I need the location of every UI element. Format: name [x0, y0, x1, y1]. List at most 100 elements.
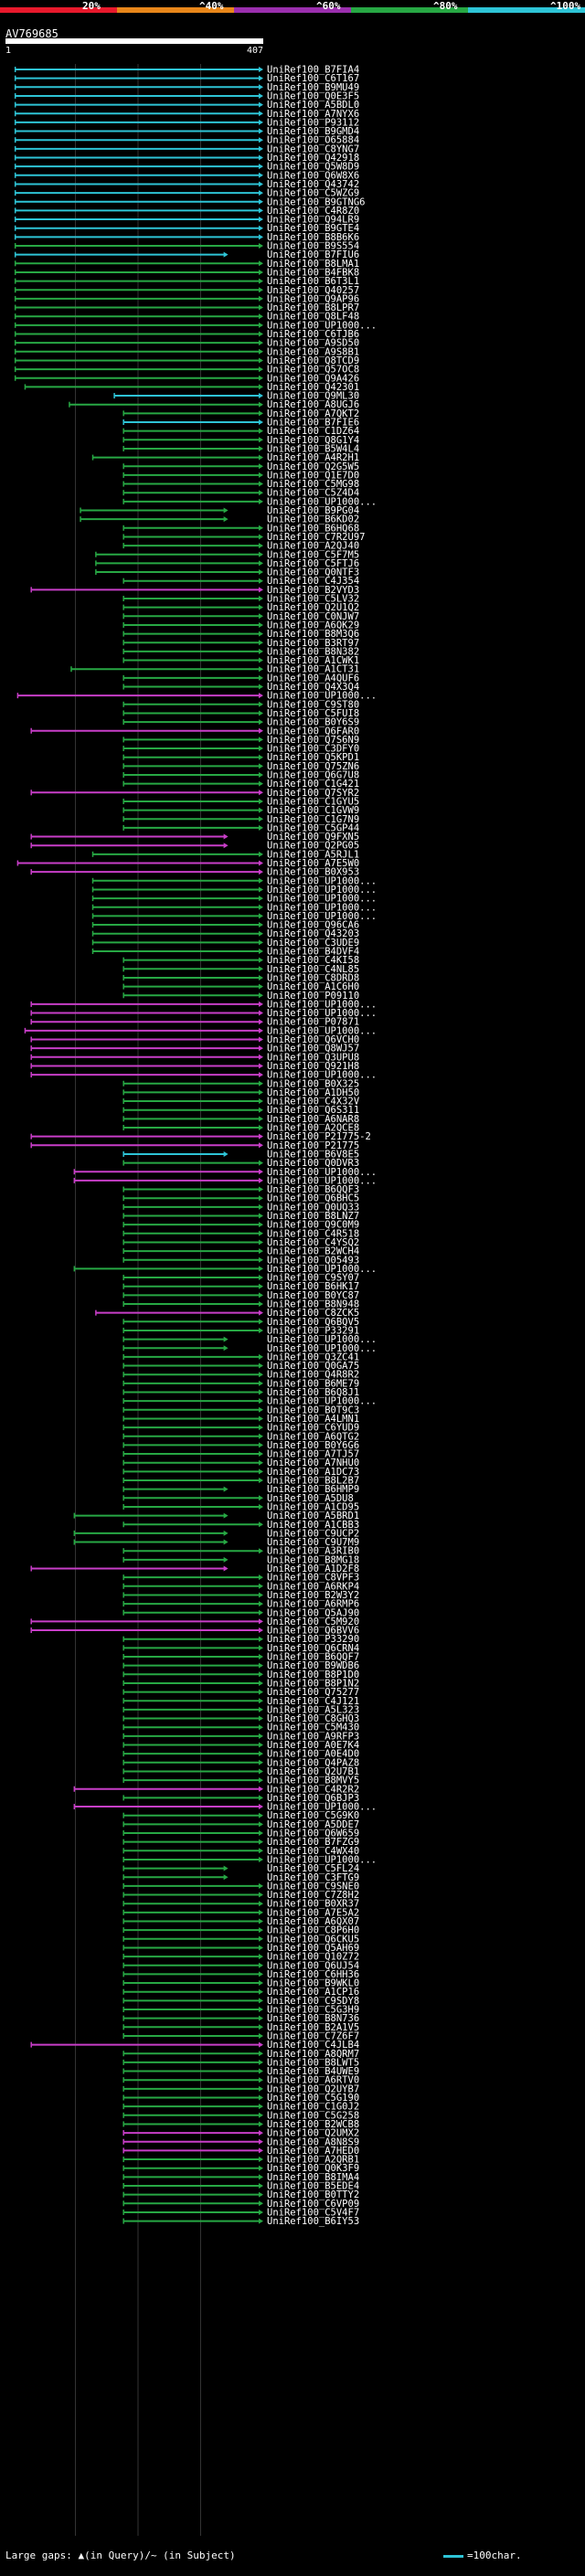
hit-label[interactable]: UniRef100_B6QQF7 [267, 1652, 359, 1663]
hit-label[interactable]: UniRef100_C4R2R2 [267, 1784, 359, 1795]
hit-label[interactable]: UniRef100_B2W3Y2 [267, 1590, 359, 1601]
hit-label[interactable]: UniRef100_B9GTE4 [267, 223, 359, 234]
hit-label[interactable]: UniRef100_A1CBB3 [267, 1520, 359, 1531]
hit-label[interactable]: UniRef100_C4WX40 [267, 1846, 359, 1857]
hit-label[interactable]: UniRef100_Q2UMX2 [267, 2128, 359, 2139]
hit-label[interactable]: UniRef100_C4NL85 [267, 964, 359, 975]
hit-label[interactable]: UniRef100_C9SY07 [267, 1273, 359, 1284]
hit-label[interactable]: UniRef100_C5G9K0 [267, 1810, 359, 1821]
hit-label[interactable]: UniRef100_A0E7K4 [267, 1740, 359, 1751]
hit-label[interactable]: UniRef100_Q9C0M9 [267, 1220, 359, 1231]
hit-label[interactable]: UniRef100_A6QK29 [267, 620, 359, 631]
hit-label[interactable]: UniRef100_A5BRD1 [267, 1511, 359, 1521]
hit-label[interactable]: UniRef100_Q0UQ33 [267, 1202, 359, 1213]
hit-label[interactable]: UniRef100_UP1000... [267, 1008, 377, 1019]
hit-label[interactable]: UniRef100_C6HH36 [267, 1969, 359, 1980]
hit-label[interactable]: UniRef100_A7TJ57 [267, 1449, 359, 1460]
hit-label[interactable]: UniRef100_Q3UPU8 [267, 1052, 359, 1063]
hit-label[interactable]: UniRef100_A7HED0 [267, 2146, 359, 2157]
hit-label[interactable]: UniRef100_A1CP16 [267, 1987, 359, 1998]
hit-label[interactable]: UniRef100_B4DVF4 [267, 947, 359, 958]
hit-label[interactable]: UniRef100_Q4R8R2 [267, 1370, 359, 1381]
hit-label[interactable]: UniRef100_Q1E7D0 [267, 470, 359, 481]
hit-label[interactable]: UniRef100_C4YSQ2 [267, 1237, 359, 1248]
hit-label[interactable]: UniRef100_B8B6K6 [267, 232, 359, 243]
hit-label[interactable]: UniRef100_C1G421 [267, 779, 359, 790]
hit-label[interactable]: UniRef100_Q6BHC5 [267, 1193, 359, 1204]
hit-label[interactable]: UniRef100_Q8WJ57 [267, 1044, 359, 1055]
hit-label[interactable]: UniRef100_B4UWE9 [267, 2066, 359, 2077]
hit-label[interactable]: UniRef100_A9RFP3 [267, 1731, 359, 1742]
hit-label[interactable]: UniRef100_B6HMP9 [267, 1484, 359, 1495]
hit-label[interactable]: UniRef100_C4J354 [267, 576, 359, 587]
hit-label[interactable]: UniRef100_B8IMA4 [267, 2172, 359, 2183]
hit-label[interactable]: UniRef100_UP1000... [267, 1025, 377, 1036]
hit-label[interactable]: UniRef100_B2A1V5 [267, 2022, 359, 2033]
hit-label[interactable]: UniRef100_B9GTNG6 [267, 196, 365, 207]
hit-label[interactable]: UniRef100_A2QCE8 [267, 1123, 359, 1134]
hit-label[interactable]: UniRef100_B0YC87 [267, 1290, 359, 1301]
hit-label[interactable]: UniRef100_C8GHQ3 [267, 1713, 359, 1724]
hit-label[interactable]: UniRef100_B9PG04 [267, 505, 359, 516]
hit-label[interactable]: UniRef100_Q0K3F9 [267, 2163, 359, 2174]
hit-label[interactable]: UniRef100_Q8TCD9 [267, 355, 359, 366]
hit-label[interactable]: UniRef100_Q75277 [267, 1687, 359, 1698]
hit-label[interactable]: UniRef100_C5G3H9 [267, 2005, 359, 2016]
hit-label[interactable]: UniRef100_B0TTY2 [267, 2189, 359, 2200]
hit-label[interactable]: UniRef100_B2WCB8 [267, 2119, 359, 2130]
hit-label[interactable]: UniRef100_B0Y6G6 [267, 1440, 359, 1451]
hit-label[interactable]: UniRef100_C9SNE0 [267, 1881, 359, 1892]
hit-label[interactable]: UniRef100_A2QJ40 [267, 541, 359, 552]
hit-label[interactable]: UniRef100_A7E5A2 [267, 1907, 359, 1918]
hit-label[interactable]: UniRef100_UP1000... [267, 1070, 377, 1081]
hit-label[interactable]: UniRef100_B6QQF3 [267, 1184, 359, 1195]
hit-label[interactable]: UniRef100_B0X953 [267, 867, 359, 878]
hit-label[interactable]: UniRef100_Q2G5W5 [267, 461, 359, 472]
hit-label[interactable]: UniRef100_C4R8Z0 [267, 206, 359, 217]
hit-label[interactable]: UniRef100_C5V4F7 [267, 2207, 359, 2218]
hit-label[interactable]: UniRef100_B8P1N2 [267, 1678, 359, 1689]
hit-label[interactable]: UniRef100_P93112 [267, 117, 359, 128]
hit-label[interactable]: UniRef100_C6TJB6 [267, 329, 359, 340]
hit-label[interactable]: UniRef100_B8LPR7 [267, 302, 359, 313]
hit-label[interactable]: UniRef100_B5W4L4 [267, 443, 359, 454]
hit-label[interactable]: UniRef100_A1CWK1 [267, 655, 359, 666]
hit-label[interactable]: UniRef100_C5MG98 [267, 479, 359, 490]
hit-label[interactable]: UniRef100_Q75ZN6 [267, 761, 359, 772]
hit-label[interactable]: UniRef100_A0E4D0 [267, 1749, 359, 1760]
hit-label[interactable]: UniRef100_B7FIE6 [267, 418, 359, 429]
hit-label[interactable]: UniRef100_C1G0J2 [267, 2102, 359, 2113]
hit-label[interactable]: UniRef100_Q6VCH0 [267, 1034, 359, 1045]
hit-label[interactable]: UniRef100_B9S554 [267, 241, 359, 252]
hit-label[interactable]: UniRef100_B8N736 [267, 2013, 359, 2024]
hit-label[interactable]: UniRef100_B6ME79 [267, 1378, 359, 1389]
hit-label[interactable]: UniRef100_C9UCP2 [267, 1528, 359, 1539]
hit-label[interactable]: UniRef100_UP1000... [267, 691, 377, 702]
hit-label[interactable]: UniRef100_B9WKL0 [267, 1978, 359, 1989]
hit-label[interactable]: UniRef100_C9U7M9 [267, 1537, 359, 1548]
hit-label[interactable]: UniRef100_O65884 [267, 135, 359, 146]
hit-label[interactable]: UniRef100_Q43742 [267, 179, 359, 190]
hit-label[interactable]: UniRef100_B8N948 [267, 1299, 359, 1310]
hit-label[interactable]: UniRef100_C8YNG7 [267, 143, 359, 154]
hit-label[interactable]: UniRef100_A1CD95 [267, 1501, 359, 1512]
hit-label[interactable]: UniRef100_Q7SYR2 [267, 788, 359, 799]
hit-label[interactable]: UniRef100_Q8G1Y4 [267, 435, 359, 446]
hit-label[interactable]: UniRef100_A8N8S9 [267, 2136, 359, 2147]
hit-label[interactable]: UniRef100_C7R2U97 [267, 532, 365, 543]
hit-label[interactable]: UniRef100_C8DRD8 [267, 972, 359, 983]
hit-label[interactable]: UniRef100_C5LV32 [267, 594, 359, 605]
hit-label[interactable]: UniRef100_A5DU8 [267, 1493, 354, 1504]
hit-label[interactable]: UniRef100_UP1000... [267, 1334, 377, 1345]
hit-label[interactable]: UniRef100_C0NJW7 [267, 611, 359, 622]
hit-label[interactable]: UniRef100_Q05493 [267, 1255, 359, 1266]
hit-label[interactable]: UniRef100_Q6BQV5 [267, 1317, 359, 1328]
hit-label[interactable]: UniRef100_Q6G7U8 [267, 770, 359, 781]
hit-label[interactable]: UniRef100_B8N382 [267, 646, 359, 657]
hit-label[interactable]: UniRef100_Q4X3Q4 [267, 682, 359, 693]
hit-label[interactable]: UniRef100_P09110 [267, 991, 359, 1002]
hit-label[interactable]: UniRef100_C4J121 [267, 1696, 359, 1707]
hit-label[interactable]: UniRef100_UP1000... [267, 496, 377, 507]
hit-label[interactable]: UniRef100_A7E5W0 [267, 858, 359, 869]
hit-label[interactable]: UniRef100_A2QRB1 [267, 2155, 359, 2166]
